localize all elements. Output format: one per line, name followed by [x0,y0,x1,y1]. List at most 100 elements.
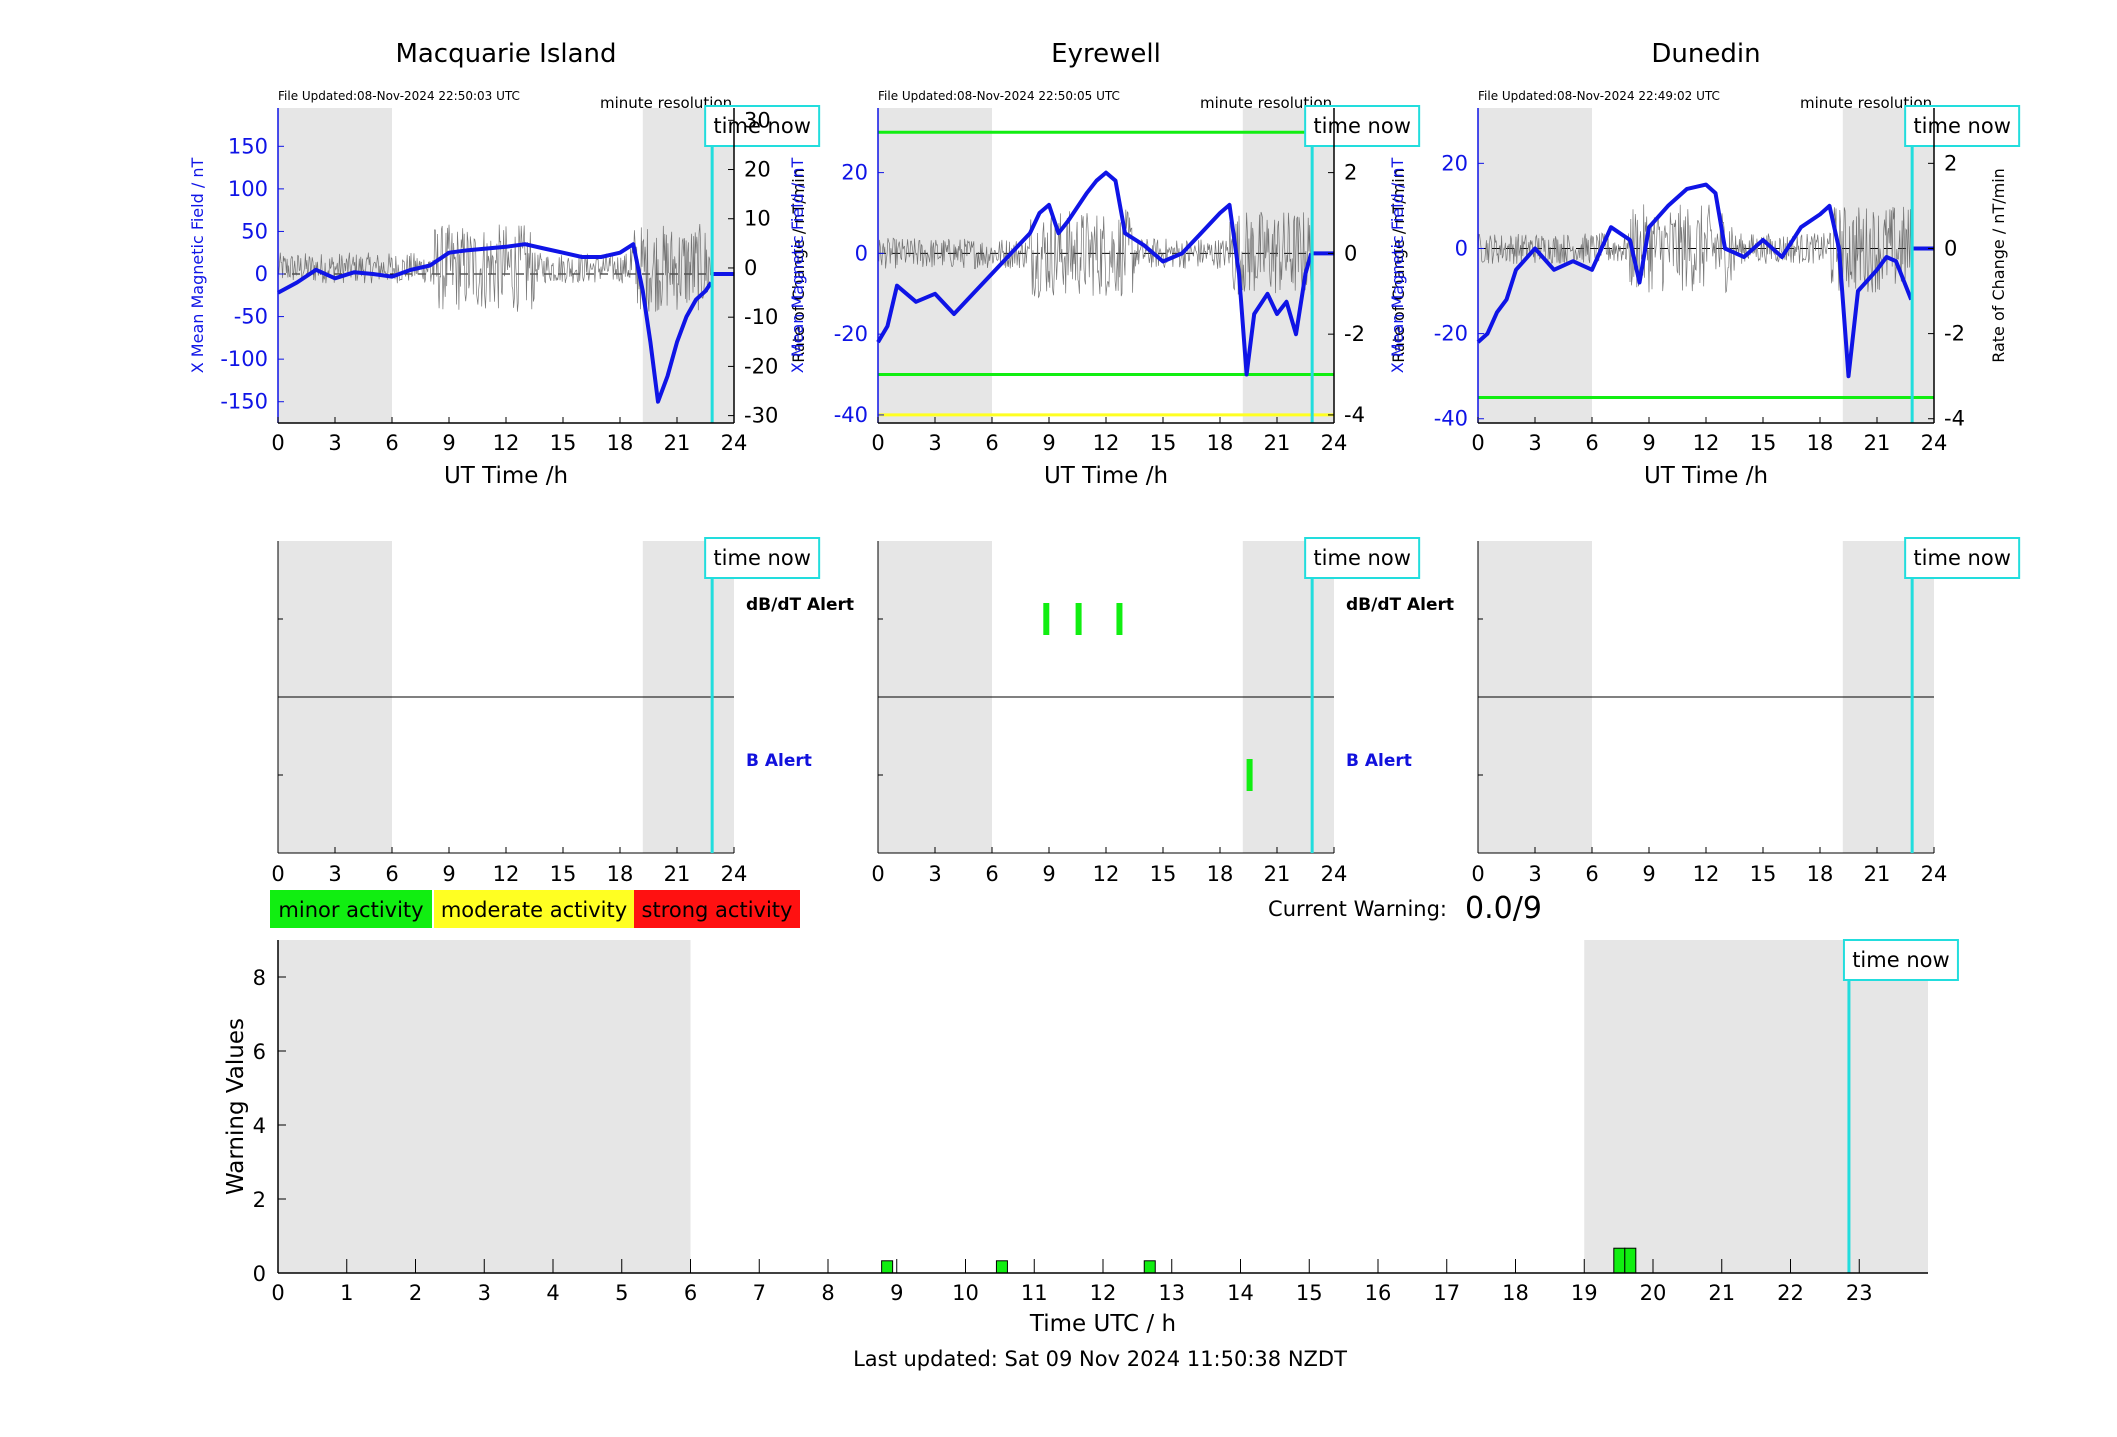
field-line [1476,182,1914,379]
right-axis-label: Rate of Change / nT/min [789,168,808,363]
x-tick-label: 3 [928,862,941,886]
time-now-box [1904,537,2021,579]
x-tick-label: 12 [1093,862,1120,886]
left-tick-label: -50 [234,305,268,329]
x-tick-label: 9 [1042,862,1055,886]
x-tick-label: 21 [1864,862,1891,886]
time-now-box [704,537,821,579]
x-tick-label: 18 [1502,1281,1529,1305]
night-shading [278,940,691,1273]
right-tick-label: -20 [744,354,778,378]
x-tick-label: 21 [664,431,691,455]
field-line [277,242,713,404]
x-tick-label: 11 [1021,1281,1048,1305]
x-tick-label: 9 [442,862,455,886]
right-tick-label: -30 [744,404,778,428]
time-now-box [1904,105,2021,147]
x-tick-label: 18 [1807,431,1834,455]
x-tick-label: 24 [1921,862,1948,886]
right-tick-label: -2 [1344,322,1365,346]
warning-bar [1613,1247,1626,1274]
night-shading [1478,108,1592,423]
x-tick-label: 0 [871,862,884,886]
night-shading [1842,108,1934,423]
right-tick-label: 10 [744,207,771,231]
x-tick-label: 8 [821,1281,834,1305]
y-tick-label: 0 [253,1262,266,1286]
x-tick-label: 6 [385,431,398,455]
left-tick-label: -40 [1434,407,1468,431]
x-tick-label: 0 [271,431,284,455]
field-line [876,170,1314,377]
x-tick-label: 7 [753,1281,766,1305]
activity-legend: minor activity moderate activity strong … [270,890,1542,928]
x-tick-label: 15 [550,862,577,886]
x-tick-label: 24 [1321,431,1348,455]
file-updated-label: File Updated:08-Nov-2024 22:50:03 UTC [278,89,520,103]
x-tick-label: 3 [1528,862,1541,886]
right-axis-label: Rate of Change / nT/min [1989,168,2008,363]
time-now-label: time now [1313,546,1410,570]
rate-of-change-trace [1477,204,1913,294]
x-tick-label: 12 [493,862,520,886]
station-macquarie-island-panel: Macquarie Island File Updated:08-Nov-2024… [188,39,821,489]
left-axis-label: X Mean Magnetic Field / nT [788,158,807,374]
time-now-label: time now [713,114,810,138]
station-title: Macquarie Island [395,39,616,69]
x-tick-label: 4 [546,1281,559,1305]
left-tick-label: 0 [1455,236,1468,260]
warning-bar [881,1260,894,1274]
x-tick-label: 3 [328,431,341,455]
night-shading [878,108,992,423]
night-shading [1584,940,1928,1273]
x-axis-label: UT Time /h [1644,463,1768,489]
warning-bar [995,1260,1008,1274]
x-tick-label: 24 [721,862,748,886]
right-tick-label: -4 [1344,403,1365,427]
station-title: Dunedin [1651,39,1760,69]
b-alert-mark [1246,759,1253,791]
station-panels: Macquarie Island File Updated:08-Nov-2024… [188,39,2021,489]
warning-bar [1143,1260,1156,1274]
legend-minor-label: minor activity [278,898,423,922]
file-updated-label: File Updated:08-Nov-2024 22:50:05 UTC [878,89,1120,103]
station-dunedin-alert-panel: time now 0 3 6 9 12 15 18 21 24 [1471,537,2021,886]
x-tick-label: 6 [1585,862,1598,886]
right-tick-label: 30 [744,108,771,132]
time-now-label: time now [1913,114,2010,138]
x-tick-label: 9 [1042,431,1055,455]
x-tick-label: 12 [1090,1281,1117,1305]
x-tick-label: 17 [1433,1281,1460,1305]
time-now-label: time now [1852,948,1949,972]
left-tick-label: 0 [255,262,268,286]
warning-bar [1624,1247,1637,1274]
left-tick-label: -150 [220,390,268,414]
right-tick-label: 0 [744,256,757,280]
x-tick-label: 21 [1864,431,1891,455]
x-tick-label: 12 [1093,431,1120,455]
x-tick-label: 12 [1693,862,1720,886]
x-tick-label: 3 [478,1281,491,1305]
x-tick-label: 3 [928,431,941,455]
station-eyrewell-alert-panel: time now dB/dT Alert B Alert 0 3 6 9 12 15 18 21 24 [871,537,1454,886]
x-axis-label: UT Time /h [444,463,568,489]
x-tick-label: 0 [271,1281,284,1305]
x-tick-label: 15 [1750,431,1777,455]
x-tick-label: 3 [328,862,341,886]
x-tick-label: 0 [871,431,884,455]
legend-moderate-swatch [434,890,634,928]
dbdt-alert-mark [1075,603,1082,635]
left-tick-label: 100 [228,177,268,201]
left-tick-label: 150 [228,134,268,158]
x-tick-label: 0 [271,862,284,886]
x-tick-label: 13 [1158,1281,1185,1305]
left-axis-label: X Mean Magnetic Field / nT [188,158,207,374]
minute-resolution-label: minute resolution [1800,94,1932,112]
x-tick-label: 9 [1642,431,1655,455]
x-tick-label: 6 [985,862,998,886]
right-tick-label: -4 [1944,407,1965,431]
y-tick-label: 2 [253,1188,266,1212]
time-now-box [1304,537,1421,579]
y-tick-label: 6 [253,1040,266,1064]
